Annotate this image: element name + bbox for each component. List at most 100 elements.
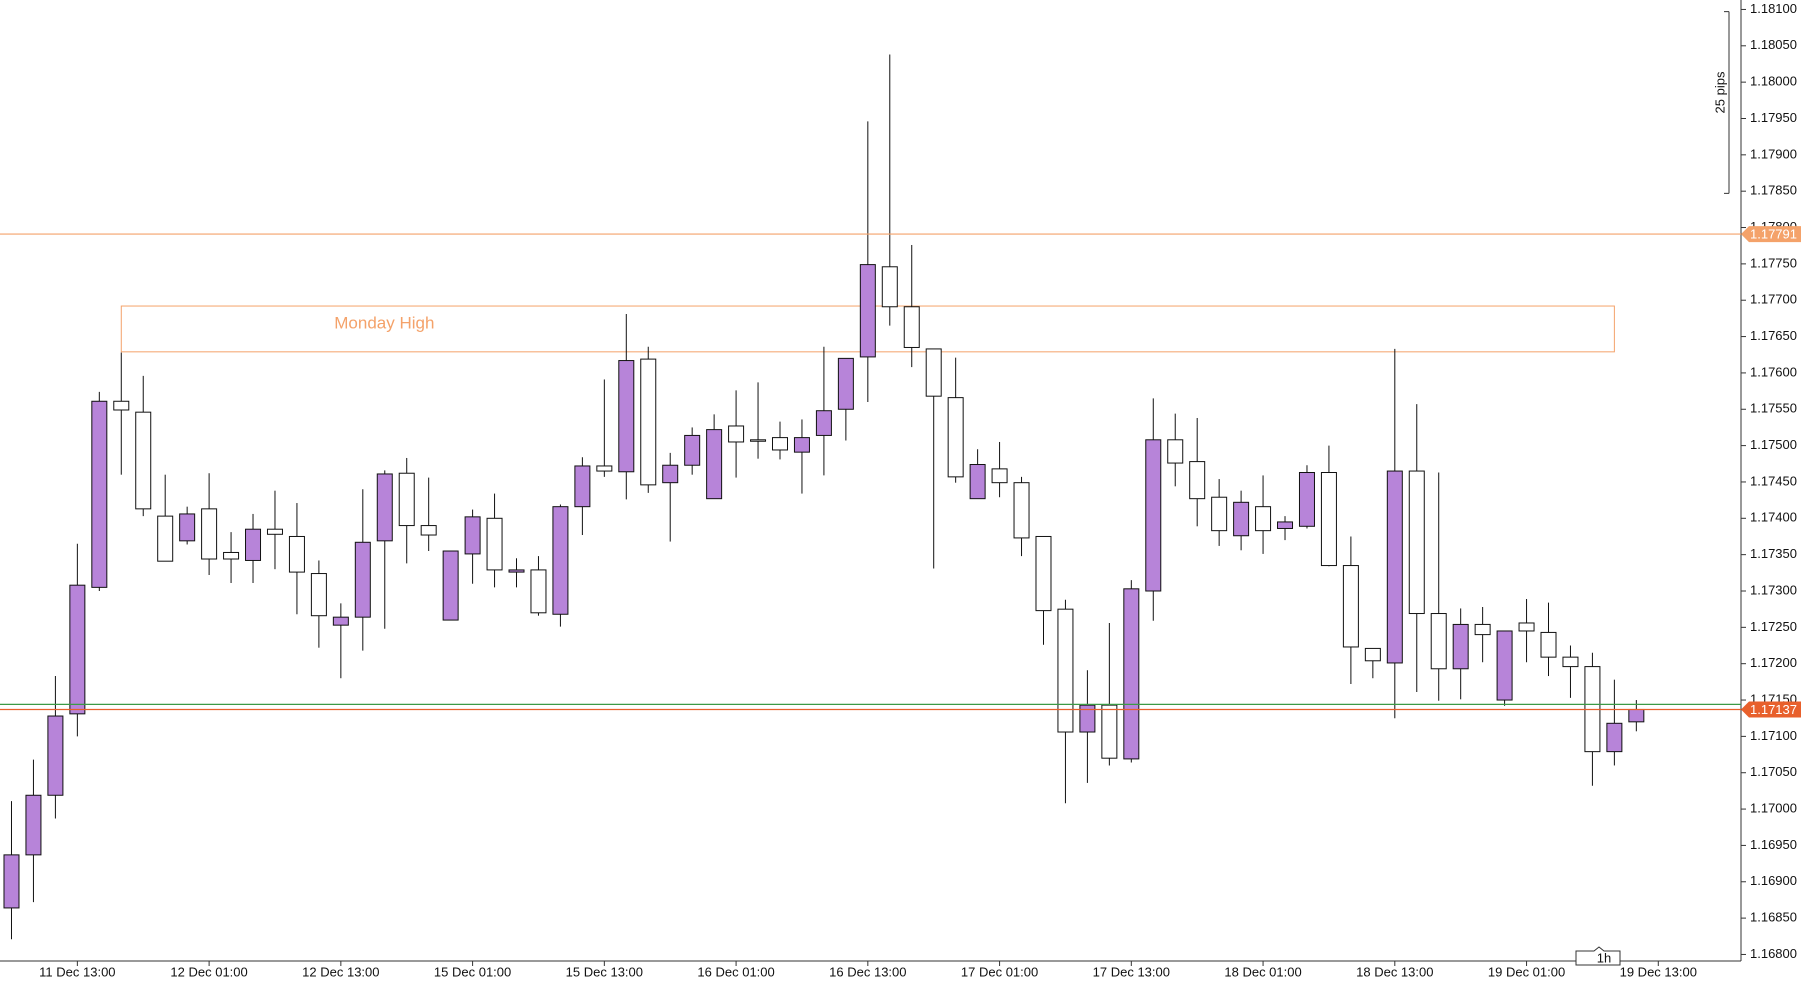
y-tick-label: 1.18050	[1750, 37, 1797, 52]
candle-body	[1057, 608, 1074, 733]
candle-body	[925, 348, 942, 397]
y-tick-label: 1.17550	[1750, 401, 1797, 416]
candle-body	[464, 516, 481, 555]
candle-body	[1474, 623, 1491, 636]
candle-body	[1408, 470, 1425, 615]
y-tick-label: 1.16850	[1750, 910, 1797, 925]
timeframe-label: 1h	[1597, 950, 1611, 965]
x-tick-label: 12 Dec 13:00	[302, 964, 379, 979]
y-tick-label: 1.18000	[1750, 74, 1797, 89]
candle-body	[1123, 588, 1140, 760]
y-tick-label: 1.17850	[1750, 183, 1797, 198]
candle-body	[1167, 439, 1184, 464]
y-tick-label: 1.17900	[1750, 146, 1797, 161]
price-tag	[1741, 226, 1801, 243]
candle-body	[376, 473, 393, 542]
candle-body	[1452, 623, 1469, 670]
y-tick-label: 1.17600	[1750, 364, 1797, 379]
y-tick-label: 1.17100	[1750, 728, 1797, 743]
candle-body	[947, 397, 964, 478]
candle-body	[574, 465, 591, 508]
price-tag	[1741, 701, 1801, 718]
candle-body	[618, 360, 635, 473]
y-tick-label: 1.17700	[1750, 292, 1797, 307]
candle-body	[1145, 439, 1162, 592]
candle-body	[1342, 565, 1359, 648]
candle-body	[1035, 535, 1052, 612]
candle-body	[1013, 482, 1030, 539]
candle-body	[750, 439, 767, 442]
x-tick-label: 19 Dec 13:00	[1620, 964, 1697, 979]
y-tick-label: 1.17200	[1750, 655, 1797, 670]
candle-body	[903, 306, 920, 348]
x-tick-label: 17 Dec 13:00	[1093, 964, 1170, 979]
y-tick-label: 1.18100	[1750, 1, 1797, 16]
candle-body	[728, 425, 745, 443]
x-tick-label: 15 Dec 13:00	[566, 964, 643, 979]
candle-body	[1628, 708, 1645, 723]
candle-body	[25, 794, 42, 856]
candle-body	[530, 569, 547, 614]
y-tick-label: 1.17000	[1750, 801, 1797, 816]
y-tick-label: 1.17950	[1750, 110, 1797, 125]
candle-body	[881, 266, 898, 308]
x-tick-label: 18 Dec 01:00	[1224, 964, 1301, 979]
candle-body	[1189, 461, 1206, 500]
candle-body	[91, 400, 108, 588]
candle-body	[1298, 472, 1315, 527]
candle-body	[1540, 631, 1557, 658]
candle-body	[1606, 722, 1623, 753]
candle-body	[706, 429, 723, 500]
candle-body	[662, 464, 679, 484]
candle-body	[684, 434, 701, 466]
x-tick-label: 15 Dec 01:00	[434, 964, 511, 979]
candle-body	[245, 528, 262, 561]
x-tick-label: 12 Dec 01:00	[170, 964, 247, 979]
candle-body	[1430, 613, 1447, 670]
timeframe-tag	[1575, 946, 1621, 966]
candle-body	[859, 264, 876, 358]
x-tick-label: 17 Dec 01:00	[961, 964, 1038, 979]
candle-body	[1364, 647, 1381, 662]
candle-body	[47, 715, 64, 796]
candle-body	[552, 506, 569, 615]
price-tag-label: 1.17791	[1750, 227, 1797, 242]
candle-body	[288, 535, 305, 573]
y-tick-label: 1.17400	[1750, 510, 1797, 525]
y-tick-label: 1.17350	[1750, 546, 1797, 561]
candle-body	[486, 517, 503, 571]
candle-body	[1101, 704, 1118, 759]
y-tick-label: 1.17250	[1750, 619, 1797, 634]
candle-body	[398, 472, 415, 527]
x-tick-label: 18 Dec 13:00	[1356, 964, 1433, 979]
price-tag-label: 1.17137	[1750, 702, 1797, 717]
y-tick-label: 1.17500	[1750, 437, 1797, 452]
y-tick-label: 1.17050	[1750, 764, 1797, 779]
candle-body	[771, 437, 788, 451]
candle-body	[201, 508, 218, 560]
candle-body	[1386, 470, 1403, 664]
candle-body	[508, 569, 525, 573]
y-tick-label: 1.17300	[1750, 582, 1797, 597]
candle-body	[420, 525, 437, 536]
candle-body	[815, 410, 832, 436]
ruler-label: 25 pips	[1712, 71, 1727, 113]
candle-body	[640, 358, 657, 486]
candle-body	[310, 573, 327, 617]
candle-body	[1562, 656, 1579, 668]
candle-body	[1211, 496, 1228, 532]
x-tick-label: 16 Dec 13:00	[829, 964, 906, 979]
candle-body	[266, 528, 283, 535]
candle-body	[991, 468, 1008, 484]
candle-body	[1320, 472, 1337, 567]
y-tick-label: 1.16900	[1750, 873, 1797, 888]
candle-body	[113, 400, 130, 411]
candle-body	[157, 515, 174, 562]
candle-body	[223, 551, 240, 560]
y-tick-label: 1.17650	[1750, 328, 1797, 343]
candle-body	[596, 465, 613, 472]
zone-label: Monday High	[334, 313, 434, 332]
y-tick-label: 1.16950	[1750, 837, 1797, 852]
candle-body	[1496, 630, 1513, 701]
